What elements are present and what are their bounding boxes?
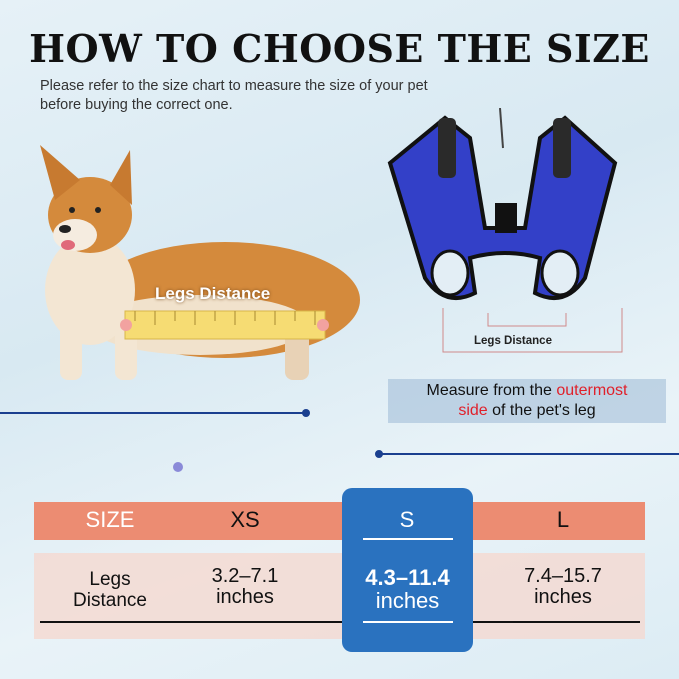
row-underline xyxy=(40,621,640,623)
range: 4.3–11.4 xyxy=(365,565,450,590)
divider-dot xyxy=(302,409,310,417)
unit: inches xyxy=(216,586,274,608)
highlight-line xyxy=(363,538,453,540)
harness-illustration xyxy=(387,108,623,353)
divider-dot xyxy=(375,450,383,458)
value-s: 4.3–11.4 inches xyxy=(342,566,473,612)
row-label: Legs Distance xyxy=(50,569,170,611)
subtitle: Please refer to the size chart to measur… xyxy=(40,78,428,113)
range: 3.2–7.1 xyxy=(211,565,279,587)
unit: inches xyxy=(534,586,592,608)
divider-line xyxy=(379,453,679,455)
range: 7.4–15.7 xyxy=(524,565,602,587)
note-highlight: side xyxy=(458,402,488,419)
row-label-line: Legs xyxy=(89,569,131,590)
size-table-row xyxy=(34,553,645,639)
note-highlight: outermost xyxy=(556,382,628,399)
note-text: of the pet's leg xyxy=(487,402,596,419)
highlighted-size-column xyxy=(342,488,473,652)
header-s: S xyxy=(399,507,415,532)
page-title: HOW TO CHOOSE THE SIZE xyxy=(29,26,650,71)
value-xs: 3.2–7.1 inches xyxy=(185,566,305,608)
harness-legs-distance-label: Legs Distance xyxy=(474,335,552,347)
dog-legs-distance-label: Legs Distance xyxy=(155,284,271,303)
size-table-header xyxy=(34,502,645,540)
unit: inches xyxy=(375,588,440,613)
decorative-dot xyxy=(173,462,183,472)
header-l: L xyxy=(556,507,570,532)
highlight-line xyxy=(363,621,453,623)
value-l: 7.4–15.7 inches xyxy=(503,566,623,608)
measure-note: Measure from the outermost side of the pe… xyxy=(388,379,666,423)
note-text: Measure from the xyxy=(426,382,557,399)
header-size: SIZE xyxy=(85,507,135,532)
row-label-line: Distance xyxy=(73,590,147,611)
dog-illustration xyxy=(40,145,360,380)
header-xs: XS xyxy=(230,507,260,532)
divider-line xyxy=(0,412,305,414)
